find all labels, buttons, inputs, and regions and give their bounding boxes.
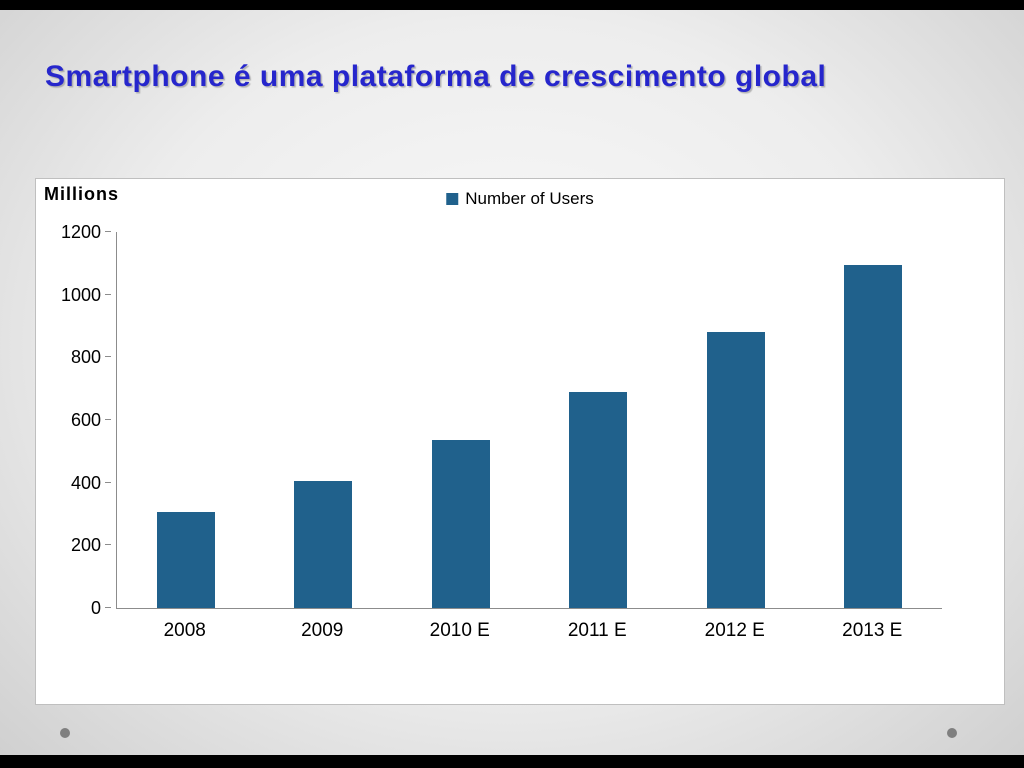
y-tick-mark [105,419,111,420]
y-tick-label: 1000 [60,284,101,305]
bottom-letterbox [0,755,1024,768]
slide-title: Smartphone é uma plataforma de crescimen… [45,60,827,93]
plot-area [116,232,942,609]
slide-nav-dot-left [60,728,70,738]
slide-nav-dot-right [947,728,957,738]
y-tick-label: 1200 [60,222,101,242]
x-tick-label: 2013 E [842,620,903,641]
y-axis: 0 200 400 600 800 1000 1200 [46,222,111,618]
bar-2011-e [569,392,628,608]
y-tick-mark [105,481,111,483]
legend-label: Number of Users [465,189,594,208]
x-tick-label: 2012 E [704,620,765,641]
bar-slot [667,232,805,608]
y-tick-label: 800 [70,347,101,368]
plot-wrap: 0 200 400 600 800 1000 1200 2008 2009 2010 E 2011… [46,222,996,672]
y-tick-mark [105,356,111,358]
y-tick-label: 400 [70,472,101,493]
x-tick-label: 2011 E [567,620,627,641]
y-axis-units-label: Millions [44,184,119,204]
x-axis: 2008 2009 2010 E 2011 E 2012 E 2013 E [116,620,941,642]
bar-2012-e [706,332,765,608]
y-tick-mark [105,544,111,546]
x-tick-label: 2008 [163,620,206,641]
y-tick-mark [105,293,111,295]
x-tick-label: 2009 [301,620,344,641]
chart-legend: Number of Users [446,189,594,209]
bar-slot [392,232,530,608]
x-tick-label: 2010 E [429,620,490,641]
y-tick-label: 200 [70,535,101,556]
bar-2013-e [844,265,903,608]
y-tick-mark [105,607,111,608]
bar-slot [530,232,668,608]
y-tick-mark [105,231,111,232]
chart-container: Millions Number of Users 0 200 400 600 800 10… [35,178,1005,705]
top-letterbox [0,0,1024,10]
y-tick-label: 0 [90,598,101,618]
bar-slot [805,232,943,608]
y-tick-label: 600 [70,410,101,430]
bar-slot [117,232,255,608]
bar-2009 [294,481,353,608]
bar-2010-e [431,440,490,608]
bar-2008 [156,512,215,608]
bar-slot [255,232,393,608]
legend-swatch [446,193,459,205]
